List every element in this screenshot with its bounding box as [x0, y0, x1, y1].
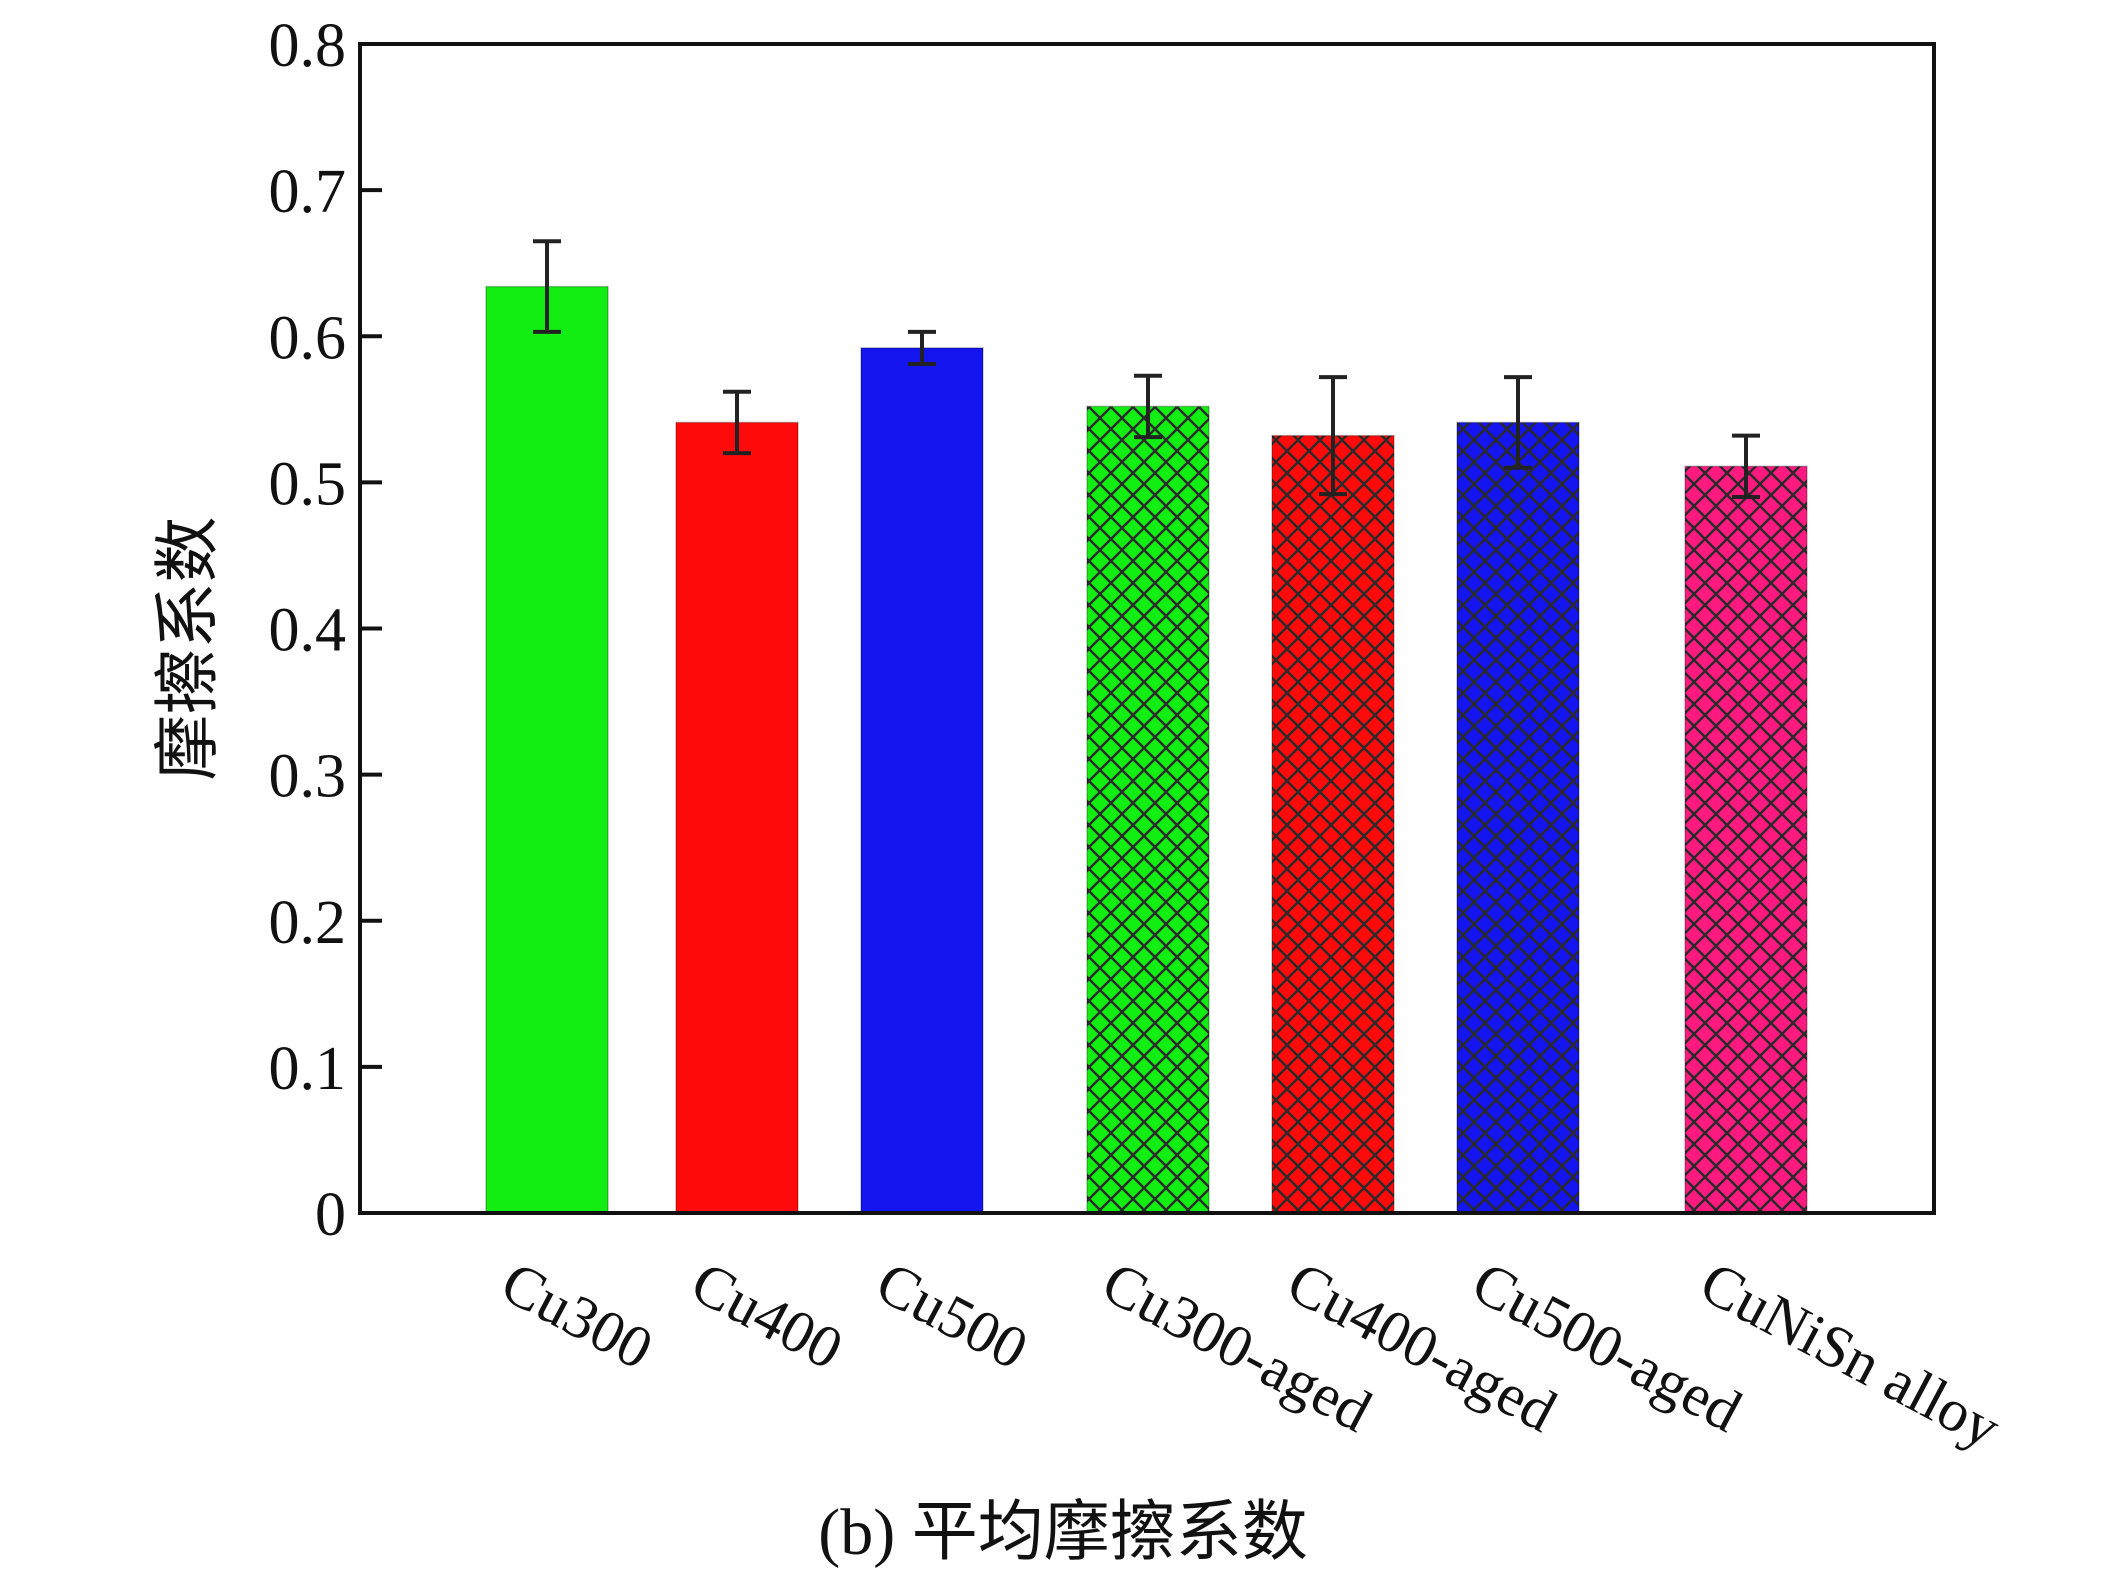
x-tick-label: Cu400 — [681, 1249, 853, 1382]
bar-cu500 — [860, 347, 984, 1214]
y-tick-label: 0.1 — [269, 1035, 347, 1103]
error-bar — [908, 329, 936, 367]
x-axis: Cu300 Cu400 Cu500 Cu300-agedCu400-agedCu500… — [491, 1249, 2011, 1461]
bar-cu300 — [485, 285, 609, 1214]
error-bars-layer — [533, 239, 1760, 499]
error-bar — [723, 389, 751, 456]
bar-cu400-aged — [1271, 434, 1395, 1214]
bar-cu300-aged — [1086, 405, 1210, 1214]
y-axis-label: 摩擦系数 — [152, 517, 225, 781]
y-tick-label: 0.8 — [269, 12, 347, 80]
y-tick-label: 0.7 — [269, 158, 347, 226]
figure-caption: (b) 平均摩擦系数 — [818, 1496, 1308, 1569]
error-bar — [533, 239, 561, 334]
bars-layer — [485, 285, 1808, 1214]
y-tick-label: 0.6 — [269, 304, 347, 372]
x-tick-label: Cu500 — [866, 1249, 1038, 1382]
x-tick-label: Cu300 — [491, 1249, 663, 1382]
error-bar — [1504, 375, 1532, 470]
y-tick-label: 0 — [315, 1181, 346, 1249]
y-tick-label: 0.2 — [269, 889, 347, 957]
error-bar — [1134, 373, 1162, 440]
error-bar — [1732, 433, 1760, 499]
bar-cu500-aged — [1456, 421, 1580, 1214]
y-tick-label: 0.3 — [269, 743, 347, 811]
x-tick-label: CuNiSn alloy — [1690, 1249, 2011, 1461]
y-tick-label: 0.5 — [269, 450, 347, 518]
bar-cu400 — [675, 421, 799, 1214]
error-bar — [1319, 375, 1347, 497]
y-axis: 0 0.1 0.2 0.3 0.4 0.5 0.6 0.7 0.8 — [269, 12, 382, 1249]
bar-cunisn-alloy — [1684, 465, 1808, 1214]
y-tick-label: 0.4 — [269, 597, 347, 665]
